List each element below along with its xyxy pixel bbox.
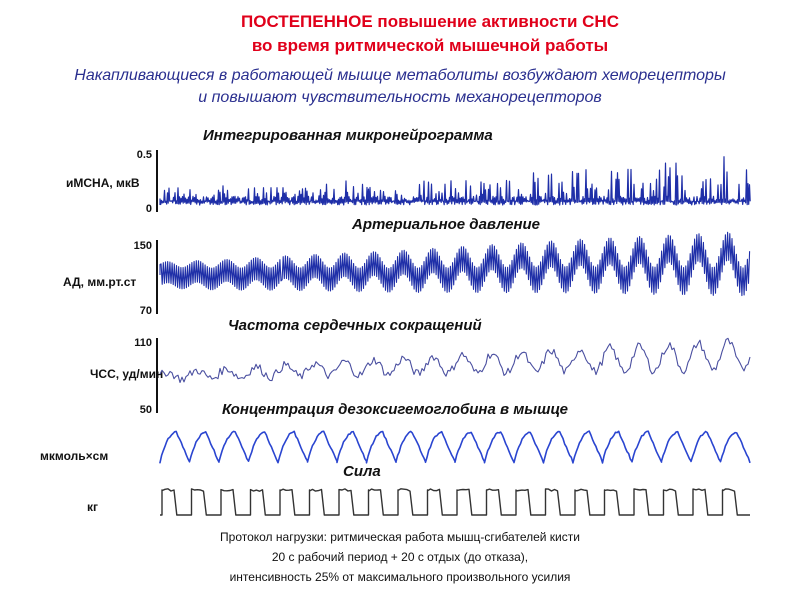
subtitle-line2: и повышают чувствительность механорецепт… bbox=[198, 89, 602, 106]
protocol-line1: Протокол нагрузки: ритмическая работа мы… bbox=[220, 530, 580, 544]
force-title: Сила bbox=[343, 463, 381, 480]
protocol-line3: интенсивность 25% от максимального произ… bbox=[229, 570, 571, 584]
hbo-ylabel: мкмоль×см bbox=[40, 449, 109, 463]
msna-ylabel: иМСНА, мкВ bbox=[66, 176, 140, 190]
protocol-line2: 20 с рабочий период + 20 с отдых (до отк… bbox=[271, 550, 529, 564]
msna-line bbox=[159, 156, 751, 206]
msna-title: Интегрированная микронейрограмма bbox=[203, 127, 493, 144]
msna-y-axis bbox=[156, 150, 158, 212]
page-title-line2: во время ритмической мышечной работы bbox=[251, 36, 609, 55]
bp-tick-bottom: 70 bbox=[139, 305, 152, 317]
msna-tick-bottom: 0 bbox=[145, 203, 152, 215]
subtitle: Накапливающиеся в работающей мышце метаб… bbox=[74, 67, 726, 84]
hbo-title: Концентрация дезоксигемоглобина в мышце bbox=[222, 401, 568, 418]
bp-trace bbox=[159, 231, 751, 297]
msna-trace bbox=[159, 156, 751, 206]
hr-y-axis bbox=[156, 338, 158, 413]
force-ylabel: кг bbox=[87, 500, 99, 514]
hr-line bbox=[159, 337, 751, 384]
bp-line bbox=[159, 231, 751, 297]
hr-trace bbox=[159, 337, 751, 384]
hr-tick-top: 110 bbox=[134, 337, 152, 349]
bp-ylabel: АД, мм.рт.ст bbox=[63, 275, 137, 289]
bp-y-axis bbox=[156, 240, 158, 314]
bp-title: Артериальное давление bbox=[352, 216, 541, 233]
force-trace bbox=[160, 488, 750, 516]
hbo-trace bbox=[159, 430, 751, 464]
hr-title: Частота сердечных сокращений bbox=[228, 317, 482, 334]
force-line bbox=[160, 488, 750, 516]
page-title: ПОСТЕПЕННОЕ повышение активности СНС bbox=[241, 12, 619, 31]
msna-tick-top: 0.5 bbox=[136, 149, 152, 161]
hr-ylabel: ЧСС, уд/мин bbox=[90, 367, 164, 381]
hr-tick-bottom: 50 bbox=[139, 404, 152, 416]
bp-tick-top: 150 bbox=[133, 240, 152, 252]
hbo-line bbox=[159, 430, 751, 464]
